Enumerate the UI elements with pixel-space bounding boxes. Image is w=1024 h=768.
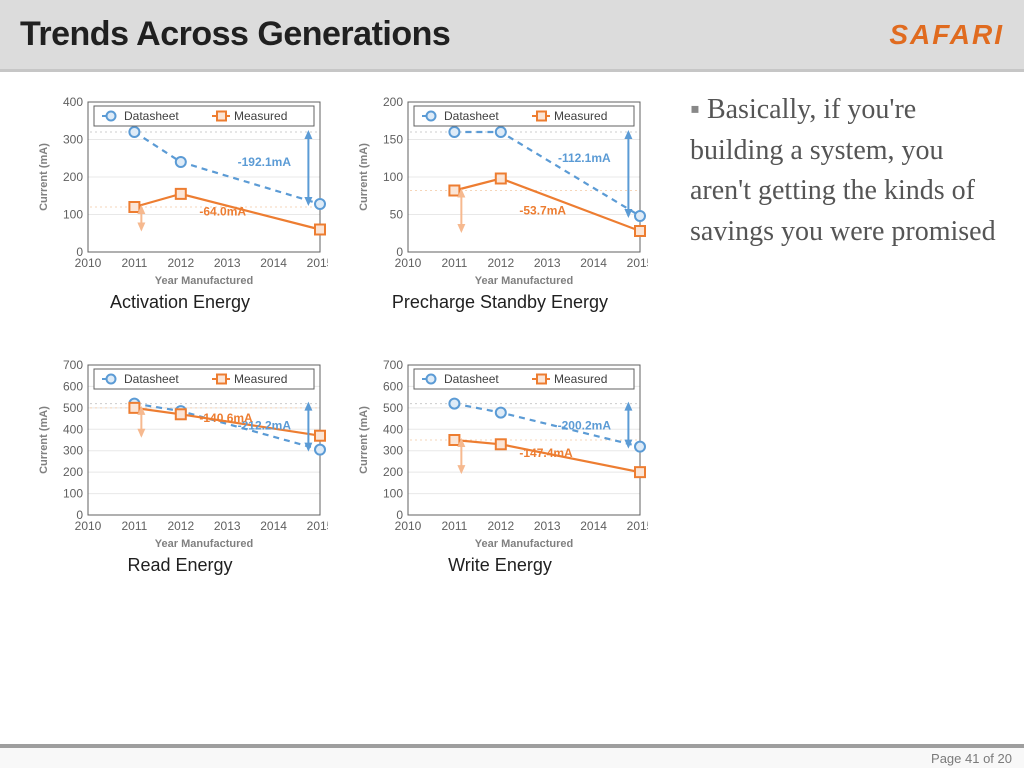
chart-svg: 0100200300400500600700201020112012201320… — [33, 353, 328, 553]
svg-text:Year Manufactured: Year Manufactured — [474, 538, 572, 550]
sidebar: Basically, if you're building a system, … — [660, 90, 1004, 576]
svg-text:2010: 2010 — [394, 256, 421, 270]
svg-text:2015: 2015 — [626, 519, 647, 533]
svg-text:2013: 2013 — [213, 256, 240, 270]
svg-text:600: 600 — [382, 379, 402, 393]
svg-text:200: 200 — [62, 170, 82, 184]
svg-text:Current (mA): Current (mA) — [358, 143, 370, 211]
svg-text:-53.7mA: -53.7mA — [519, 204, 566, 218]
svg-text:600: 600 — [62, 379, 82, 393]
chart-wrapper: 0100200300400500600700201020112012201320… — [20, 353, 340, 576]
chart-wrapper: 0100200300400500600700201020112012201320… — [340, 353, 660, 576]
chart-wrapper: 0100200300400201020112012201320142015-19… — [20, 90, 340, 313]
chart-svg: 050100150200201020112012201320142015-112… — [353, 90, 648, 290]
chart-caption: Write Energy — [448, 555, 552, 576]
svg-text:700: 700 — [62, 358, 82, 372]
svg-text:2013: 2013 — [533, 256, 560, 270]
slide: Trends Across Generations SAFARI 0100200… — [0, 0, 1024, 768]
svg-text:Measured: Measured — [234, 372, 287, 386]
chart-caption: Precharge Standby Energy — [392, 292, 608, 313]
svg-text:400: 400 — [62, 95, 82, 109]
svg-text:Current (mA): Current (mA) — [358, 406, 370, 474]
chart-svg: 0100200300400500600700201020112012201320… — [353, 353, 648, 553]
title-bar: Trends Across Generations SAFARI — [0, 0, 1024, 72]
svg-text:100: 100 — [62, 487, 82, 501]
svg-text:2010: 2010 — [74, 519, 101, 533]
svg-text:200: 200 — [382, 465, 402, 479]
svg-text:Current (mA): Current (mA) — [38, 143, 50, 211]
svg-text:Year Manufactured: Year Manufactured — [154, 538, 252, 550]
svg-text:-112.1mA: -112.1mA — [557, 151, 610, 165]
svg-text:2011: 2011 — [441, 256, 467, 270]
svg-text:Datasheet: Datasheet — [444, 109, 499, 123]
svg-text:300: 300 — [62, 133, 82, 147]
svg-text:-200.2mA: -200.2mA — [557, 418, 611, 432]
svg-text:100: 100 — [382, 487, 402, 501]
safari-logo: SAFARI — [889, 19, 1004, 51]
svg-text:2013: 2013 — [213, 519, 240, 533]
chart-wrapper: 050100150200201020112012201320142015-112… — [340, 90, 660, 313]
svg-text:Datasheet: Datasheet — [124, 372, 179, 386]
svg-text:150: 150 — [382, 133, 402, 147]
slide-title: Trends Across Generations — [20, 15, 450, 54]
svg-text:2010: 2010 — [74, 256, 101, 270]
charts-grid: 0100200300400201020112012201320142015-19… — [20, 90, 660, 576]
svg-text:300: 300 — [382, 444, 402, 458]
svg-text:50: 50 — [389, 208, 403, 222]
svg-text:400: 400 — [62, 422, 82, 436]
svg-text:2013: 2013 — [533, 519, 560, 533]
svg-text:2014: 2014 — [580, 256, 607, 270]
svg-text:2015: 2015 — [306, 519, 327, 533]
svg-text:2012: 2012 — [167, 256, 194, 270]
svg-text:Datasheet: Datasheet — [124, 109, 179, 123]
svg-text:Datasheet: Datasheet — [444, 372, 499, 386]
footer: Page 41 of 20 — [0, 744, 1024, 768]
svg-text:Measured: Measured — [554, 109, 607, 123]
svg-text:500: 500 — [62, 401, 82, 415]
svg-text:2014: 2014 — [580, 519, 607, 533]
svg-text:Year Manufactured: Year Manufactured — [474, 275, 572, 287]
svg-text:100: 100 — [62, 208, 82, 222]
svg-text:2015: 2015 — [626, 256, 647, 270]
bullet-text: Basically, if you're building a system, … — [690, 90, 1004, 252]
svg-text:2014: 2014 — [260, 256, 287, 270]
main-content: 0100200300400201020112012201320142015-19… — [0, 72, 1024, 576]
svg-text:2012: 2012 — [167, 519, 194, 533]
page-number: Page 41 of 20 — [931, 751, 1012, 766]
svg-text:-64.0mA: -64.0mA — [199, 204, 246, 218]
chart-svg: 0100200300400201020112012201320142015-19… — [33, 90, 328, 290]
svg-text:2012: 2012 — [487, 256, 514, 270]
svg-text:500: 500 — [382, 401, 402, 415]
svg-text:200: 200 — [62, 465, 82, 479]
svg-text:2011: 2011 — [121, 256, 147, 270]
svg-text:Current (mA): Current (mA) — [38, 406, 50, 474]
svg-text:2011: 2011 — [121, 519, 147, 533]
svg-text:700: 700 — [382, 358, 402, 372]
svg-text:2015: 2015 — [306, 256, 327, 270]
svg-text:200: 200 — [382, 95, 402, 109]
svg-text:-192.1mA: -192.1mA — [237, 155, 291, 169]
svg-text:2010: 2010 — [394, 519, 421, 533]
chart-caption: Read Energy — [127, 555, 232, 576]
svg-text:-147.4mA: -147.4mA — [519, 446, 573, 460]
svg-text:300: 300 — [62, 444, 82, 458]
svg-text:Measured: Measured — [234, 109, 287, 123]
svg-text:-140.6mA: -140.6mA — [199, 411, 253, 425]
svg-text:Measured: Measured — [554, 372, 607, 386]
svg-text:2012: 2012 — [487, 519, 514, 533]
svg-text:2014: 2014 — [260, 519, 287, 533]
svg-text:2011: 2011 — [441, 519, 467, 533]
chart-caption: Activation Energy — [110, 292, 250, 313]
svg-text:100: 100 — [382, 170, 402, 184]
svg-text:400: 400 — [382, 422, 402, 436]
svg-text:Year Manufactured: Year Manufactured — [154, 275, 252, 287]
